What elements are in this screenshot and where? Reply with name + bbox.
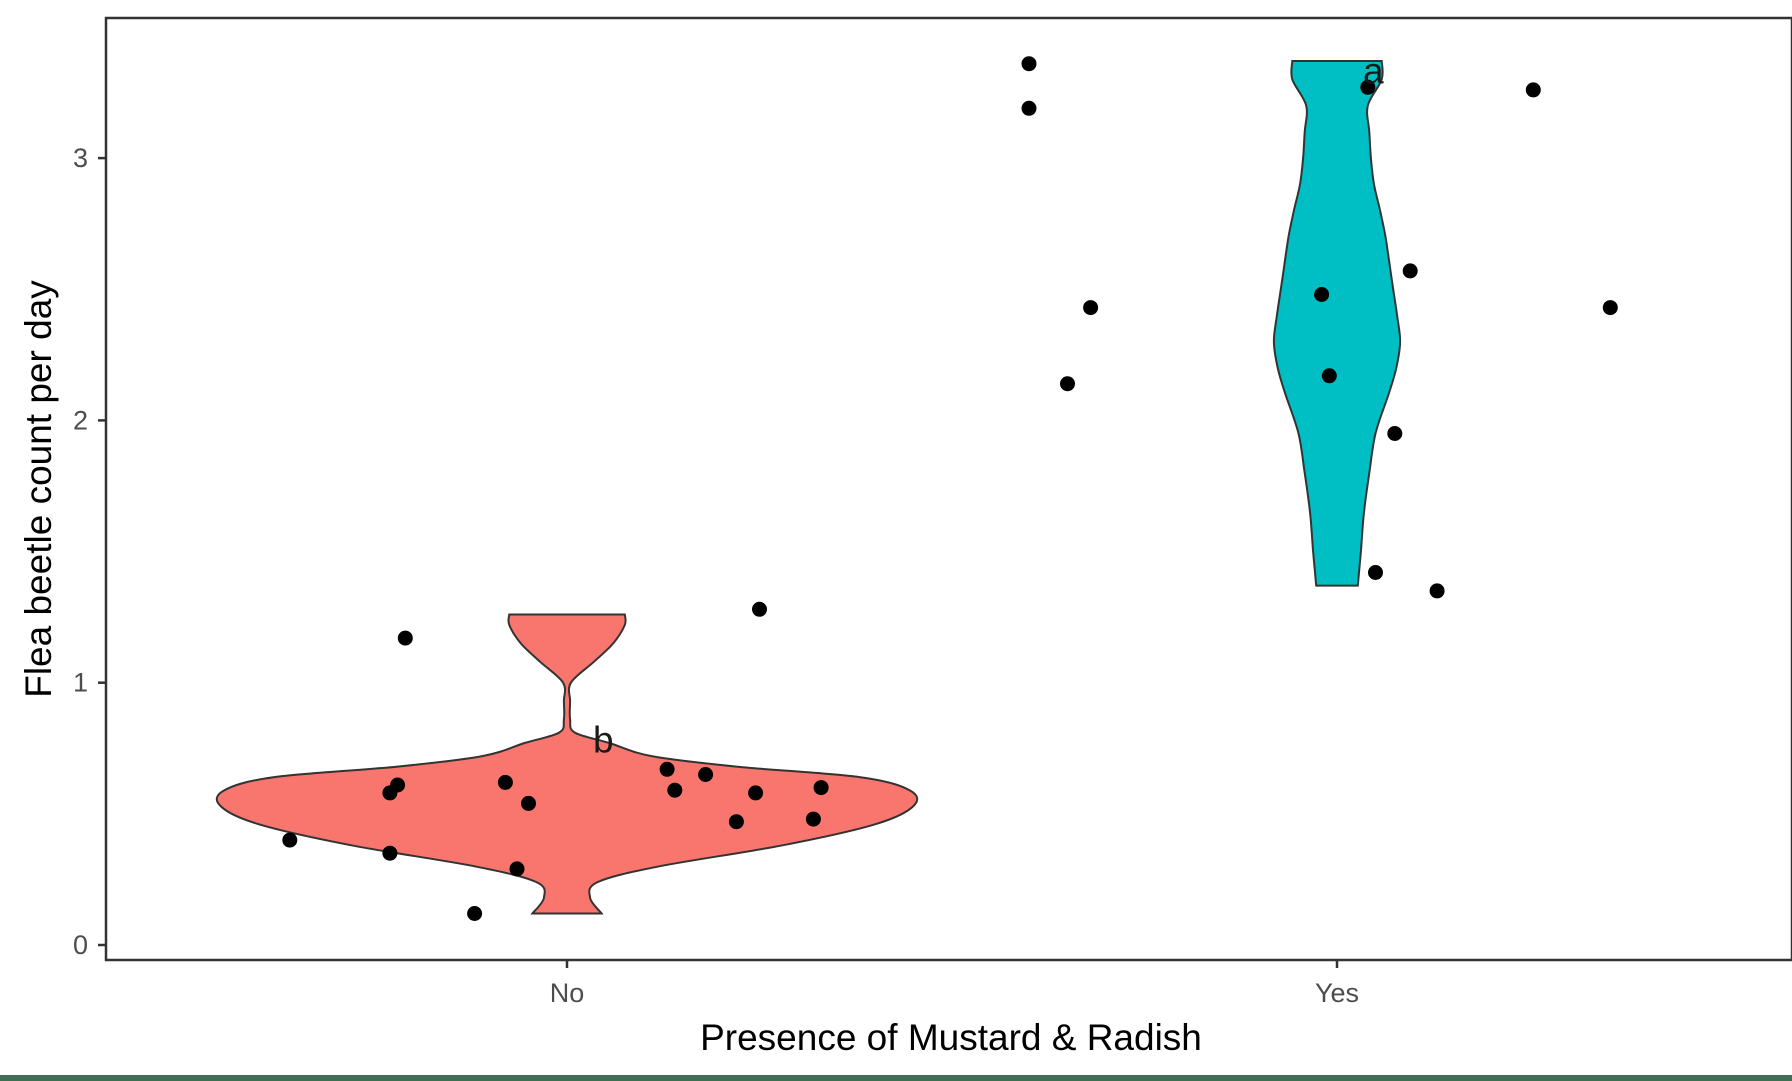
x-axis-title: Presence of Mustard & Radish [700,1017,1202,1058]
data-point [1387,426,1403,441]
data-point [397,630,413,646]
data-point [1314,287,1330,302]
data-point [390,777,406,793]
data-point [728,814,744,830]
y-tick-label: 3 [73,143,88,173]
data-point [382,845,398,861]
x-tick-label: Yes [1315,978,1359,1008]
violin-layer [215,60,1402,915]
group-letter-a: a [1363,51,1384,92]
data-point [521,795,536,811]
y-tick-label: 2 [73,405,88,435]
data-point [1525,82,1541,98]
x-tick-label: No [550,978,585,1008]
point-layer [282,56,1618,921]
data-point [497,774,513,790]
y-tick-label: 0 [73,930,88,960]
data-point [1602,300,1618,316]
data-point [752,601,767,617]
data-point [1021,100,1037,116]
data-point [1021,56,1037,72]
data-point [698,767,714,782]
data-point [748,785,764,801]
y-tick-label: 1 [73,668,88,698]
violin-no [215,613,919,915]
data-point [805,811,821,827]
data-point [667,782,683,798]
data-point [813,780,829,796]
data-point [1060,376,1075,392]
data-point [1360,79,1376,95]
data-point [1402,263,1418,279]
annotation-layer: ba [593,51,1384,761]
data-point [659,761,675,777]
data-point [1368,565,1383,580]
data-point [467,906,483,921]
x-axis: No Yes [550,960,1359,1008]
y-axis-title: Flea beetle count per day [18,280,59,698]
y-axis: 0 1 2 3 [73,143,106,960]
window-bottom-edge [0,1075,1792,1081]
data-point [1083,300,1099,316]
data-point [1321,368,1337,384]
group-letter-b: b [593,719,614,760]
data-point [509,861,525,877]
data-point [1429,583,1445,599]
data-point [282,832,298,848]
violin-yes [1272,60,1402,587]
